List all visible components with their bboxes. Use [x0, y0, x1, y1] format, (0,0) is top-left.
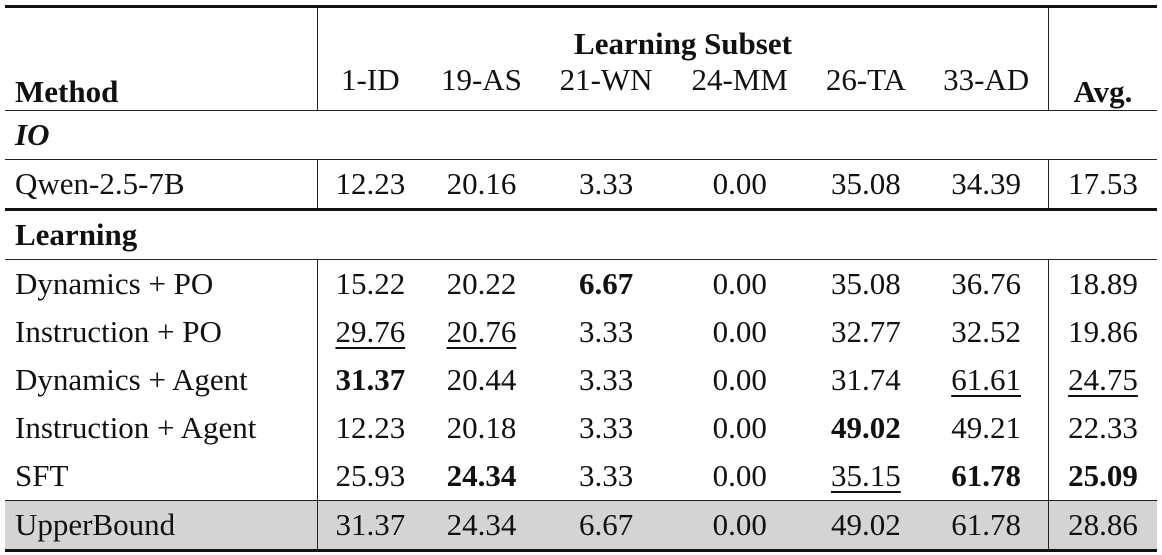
value-cell: 0.00 — [712, 458, 767, 493]
value-cell: 32.77 — [831, 314, 901, 349]
method-cell: Instruction + PO — [15, 314, 222, 349]
results-table: Method Learning Subset Avg. 1-ID 19-AS 2… — [5, 5, 1157, 552]
value-cell: 35.08 — [807, 259, 925, 308]
subset-header: 24-MM — [691, 62, 788, 97]
value-cell: 3.33 — [578, 362, 634, 397]
header-row-1: Method Learning Subset Avg. — [5, 5, 1157, 111]
value-cell: 3.33 — [578, 458, 634, 493]
avg-cell: 28.86 — [1048, 500, 1157, 552]
value-cell-second: 35.15 — [831, 458, 901, 493]
value-cell-best: 31.37 — [316, 356, 423, 404]
value-cell-second: 29.76 — [335, 314, 406, 349]
value-cell: 61.78 — [924, 500, 1049, 552]
value-cell: 20.44 — [446, 362, 517, 397]
method-cell: Instruction + Agent — [15, 410, 257, 445]
subset-header: 1-ID — [316, 62, 423, 111]
value-cell: 0.00 — [712, 410, 767, 445]
method-header: Method — [5, 5, 318, 111]
table-row: Qwen-2.5-7B 12.23 20.16 3.33 0.00 35.08 … — [5, 159, 1157, 210]
value-cell: 15.22 — [316, 259, 423, 308]
value-cell: 20.22 — [422, 259, 541, 308]
value-cell: 12.23 — [316, 404, 423, 452]
table-row: Dynamics + Agent 31.37 20.44 3.33 0.00 3… — [5, 356, 1157, 404]
table-row: Dynamics + PO 15.22 20.22 6.67 0.00 35.0… — [5, 259, 1157, 308]
avg-cell-best: 25.09 — [1048, 452, 1157, 501]
subset-header: 26-TA — [825, 62, 906, 97]
value-cell: 24.34 — [422, 500, 541, 552]
value-cell-best: 61.78 — [951, 458, 1021, 493]
table-row: Instruction + PO 29.76 20.76 3.33 0.00 3… — [5, 308, 1157, 356]
table-row: Instruction + Agent 12.23 20.18 3.33 0.0… — [5, 404, 1157, 452]
avg-cell: 18.89 — [1048, 259, 1157, 308]
learning-subset-header: Learning Subset — [317, 5, 1049, 62]
subset-header: 33-AD — [943, 62, 1030, 97]
subset-header: 21-WN — [559, 62, 653, 97]
value-cell: 34.39 — [924, 159, 1049, 210]
avg-cell: 17.53 — [1048, 159, 1157, 210]
value-cell: 49.21 — [951, 410, 1021, 445]
value-cell: 35.08 — [807, 159, 925, 210]
value-cell: 20.18 — [446, 410, 517, 445]
value-cell: 0.00 — [712, 314, 767, 349]
value-cell-second: 61.61 — [951, 362, 1021, 397]
value-cell: 0.00 — [712, 362, 767, 397]
value-cell: 12.23 — [316, 159, 423, 210]
section-label-learning: Learning — [5, 208, 1157, 260]
method-cell: Dynamics + PO — [5, 259, 318, 308]
value-cell: 6.67 — [540, 500, 672, 552]
table-row: SFT 25.93 24.34 3.33 0.00 35.15 61.78 25… — [5, 452, 1157, 501]
value-cell: 36.76 — [924, 259, 1049, 308]
value-cell: 0.00 — [671, 500, 808, 552]
method-cell: SFT — [15, 458, 69, 493]
value-cell-best: 6.67 — [540, 259, 672, 308]
value-cell: 0.00 — [671, 159, 808, 210]
subset-header: 19-AS — [440, 62, 522, 97]
section-label-io: IO — [5, 110, 1157, 160]
avg-cell: 22.33 — [1048, 404, 1157, 452]
avg-header: Avg. — [1048, 5, 1157, 111]
value-cell: 49.02 — [807, 500, 925, 552]
section-row-learning: Learning — [5, 208, 1157, 260]
method-cell: Qwen-2.5-7B — [5, 159, 318, 210]
value-cell: 3.33 — [578, 410, 634, 445]
value-cell: 31.37 — [316, 500, 423, 552]
avg-cell: 19.86 — [1048, 308, 1157, 356]
method-cell: UpperBound — [5, 500, 318, 552]
table-row-upperbound: UpperBound 31.37 24.34 6.67 0.00 49.02 6… — [5, 500, 1157, 552]
value-cell-second: 20.76 — [446, 314, 517, 349]
value-cell: 3.33 — [540, 159, 672, 210]
value-cell: 20.16 — [422, 159, 541, 210]
value-cell: 0.00 — [671, 259, 808, 308]
value-cell: 31.74 — [831, 362, 901, 397]
value-cell: 3.33 — [578, 314, 634, 349]
header-row-2: 1-ID 19-AS 21-WN 24-MM 26-TA 33-AD — [5, 62, 1157, 111]
avg-cell-second: 24.75 — [1068, 362, 1138, 397]
value-cell-best: 24.34 — [446, 458, 517, 493]
value-cell: 32.52 — [951, 314, 1021, 349]
section-row-io: IO — [5, 110, 1157, 160]
method-cell: Dynamics + Agent — [15, 362, 248, 397]
value-cell-best: 49.02 — [831, 410, 901, 445]
value-cell: 25.93 — [316, 452, 423, 501]
